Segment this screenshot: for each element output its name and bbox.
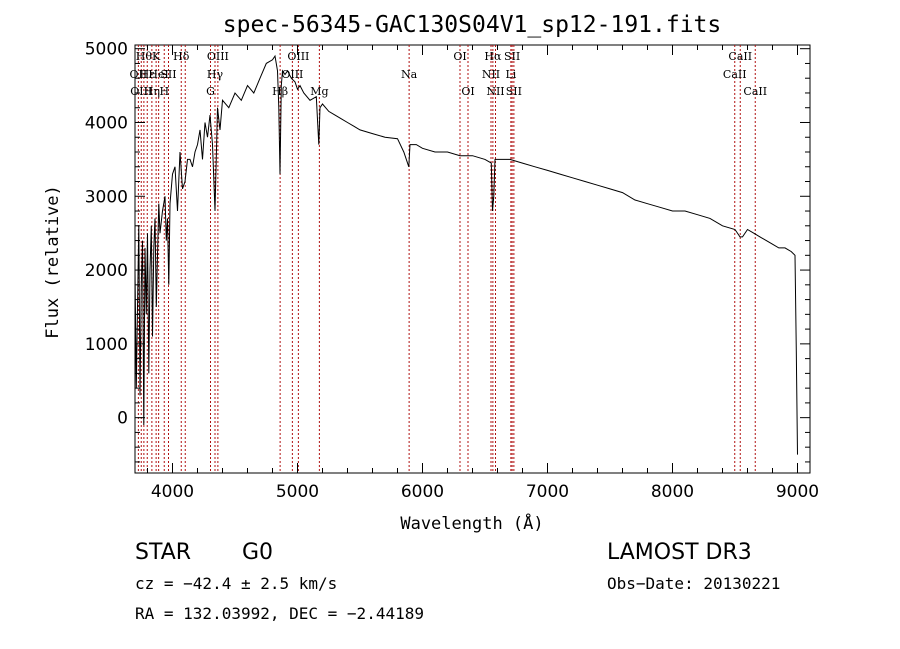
redshift-velocity: cz = −42.4 ± 2.5 km/s — [135, 574, 338, 593]
x-tick-label: 4000 — [151, 482, 194, 502]
line-label: OI — [461, 85, 474, 98]
line-label: Na — [401, 68, 418, 81]
x-tick-label: 5000 — [276, 482, 319, 502]
x-tick-label: 9000 — [776, 482, 819, 502]
line-label: K — [152, 50, 161, 63]
object-subclass: G0 — [242, 540, 274, 565]
flux-series-line — [134, 54, 798, 455]
object-class: STAR — [135, 540, 192, 565]
y-tick-label: 0 — [117, 409, 128, 429]
line-label: SII — [506, 85, 522, 98]
line-label: Mg — [310, 85, 328, 98]
line-label: SII — [504, 50, 520, 63]
x-tick-label: 6000 — [401, 482, 444, 502]
line-label: OIII — [130, 85, 152, 98]
line-label: OIII — [207, 50, 229, 63]
line-label: SII — [160, 68, 176, 81]
y-tick-label: 4000 — [85, 113, 128, 133]
line-label: Hη — [144, 85, 160, 98]
axis-ticks: 4000 5000 6000 7000 8000 9000 0 1000 2000 3000 400… — [85, 40, 819, 502]
line-label: Li — [505, 68, 516, 81]
line-markers — [137, 45, 756, 473]
survey-name: LAMOST DR3 — [607, 540, 752, 565]
y-tick-label: 5000 — [85, 40, 128, 60]
line-label: HeI — [148, 68, 168, 81]
line-label: NII — [482, 68, 500, 81]
line-label: CaII — [728, 50, 752, 63]
line-label: CaII — [743, 85, 767, 98]
line-label: OIII — [287, 50, 309, 63]
x-tick-label: 7000 — [526, 482, 569, 502]
plot-frame — [134, 44, 811, 474]
x-axis-label: Wavelength (Å) — [400, 512, 543, 534]
line-label: Hα — [484, 50, 502, 63]
x-tick-label: 8000 — [651, 482, 694, 502]
line-label: CaII — [723, 68, 747, 81]
y-tick-label: 1000 — [85, 335, 128, 355]
line-label: Hγ — [207, 68, 224, 81]
line-label: Hθ — [136, 50, 153, 63]
chart-title: spec-56345-GAC130S04V1_sp12-191.fits — [223, 12, 722, 38]
y-tick-label: 2000 — [85, 261, 128, 281]
line-label: G — [206, 85, 215, 98]
line-label: Hδ — [173, 50, 190, 63]
line-label: Hβ — [272, 85, 288, 98]
y-tick-label: 3000 — [85, 187, 128, 207]
observation-date: Obs−Date: 20130221 — [607, 574, 781, 593]
line-label: NII — [486, 85, 504, 98]
line-label: H — [159, 85, 169, 98]
line-label: Hε — [140, 68, 156, 81]
y-axis-label: Flux (relative) — [43, 185, 63, 339]
coordinates: RA = 132.03992, DEC = −2.44189 — [135, 604, 424, 623]
line-label: OI — [453, 50, 466, 63]
line-labels: OIIOIIIHθHεHηKHeIHSIIHδGHγOIIIHβOIIIOIII… — [130, 50, 768, 98]
line-label: OII — [130, 68, 148, 81]
